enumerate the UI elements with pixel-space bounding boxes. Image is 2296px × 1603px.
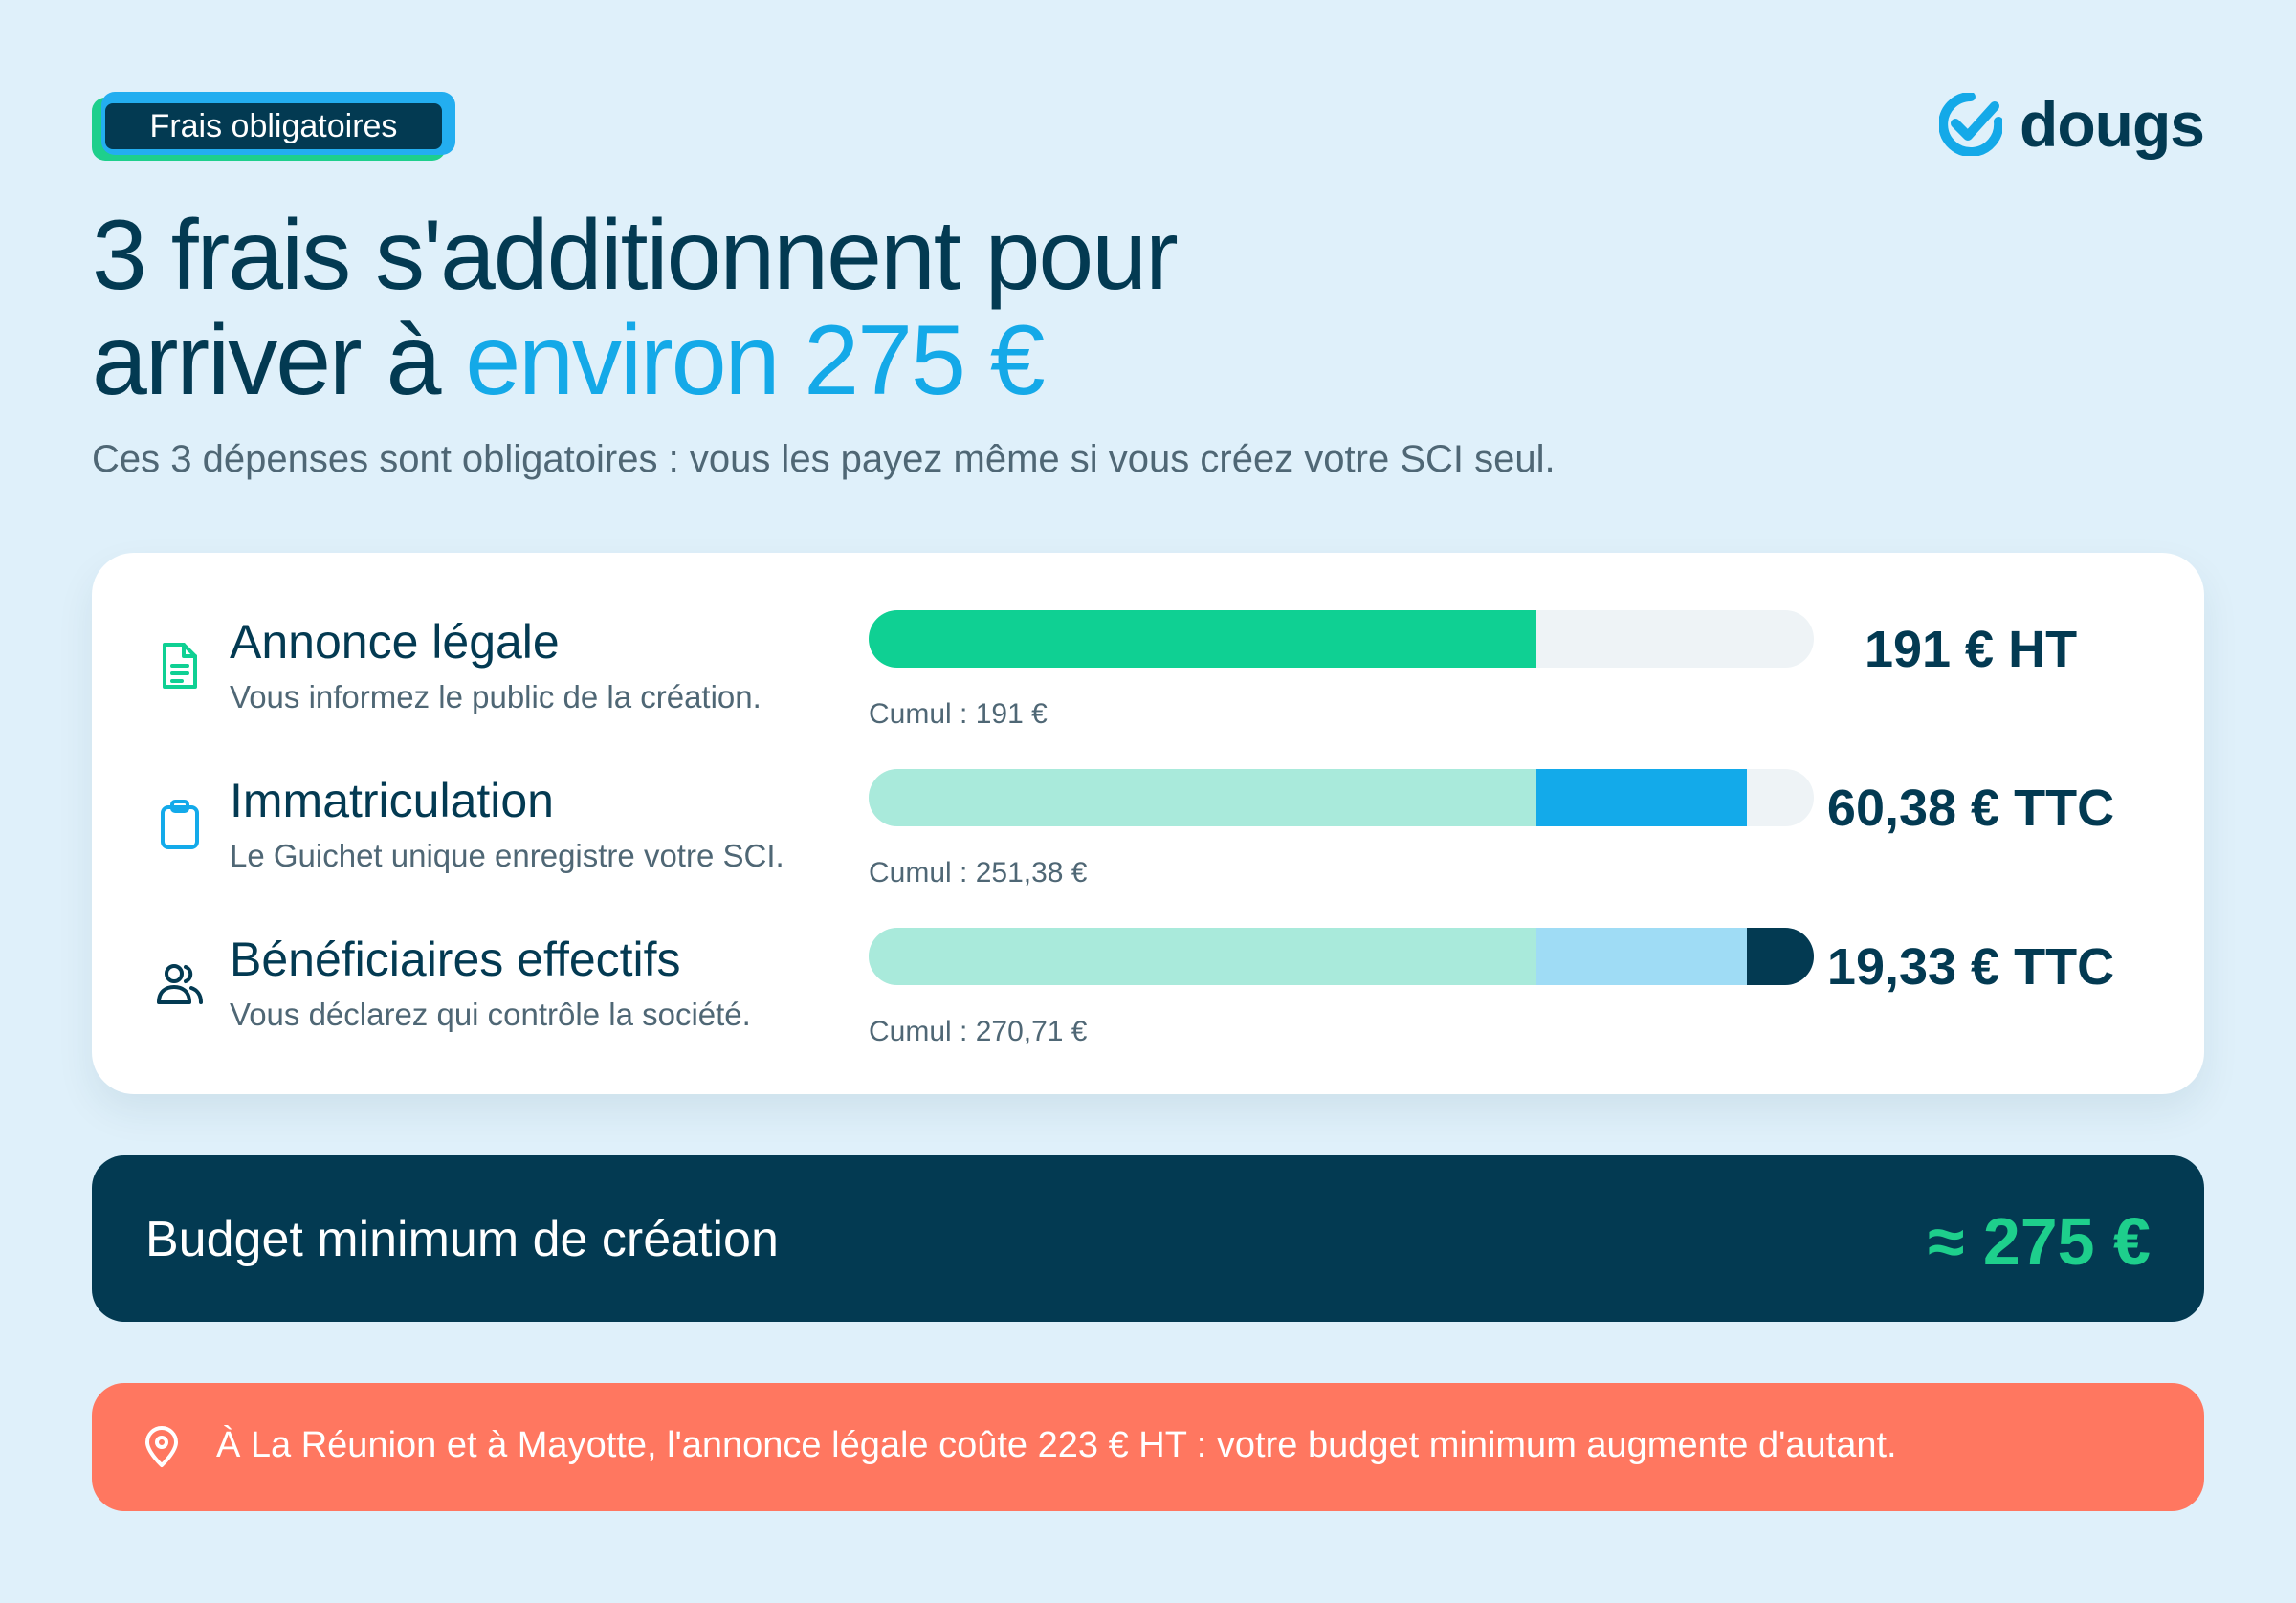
- fee-row-immatriculation: Immatriculation Le Guichet unique enregi…: [92, 769, 2204, 922]
- document-icon: [163, 643, 197, 689]
- fee-description: Vous informez le public de la création.: [230, 679, 762, 714]
- section-tag-label: Frais obligatoires: [105, 103, 442, 149]
- title-line-1: 3 frais s'additionnent pour: [92, 200, 1179, 311]
- fee-cumul: Cumul : 251,38 €: [869, 857, 1088, 889]
- clipboard-icon: [161, 800, 199, 849]
- notice-text: À La Réunion et à Mayotte, l'annonce lég…: [216, 1425, 1897, 1465]
- fee-description: Le Guichet unique enregistre votre SCI.: [230, 838, 784, 873]
- fee-progress-bar: [869, 769, 1814, 826]
- brand-logo: dougs: [1939, 88, 2205, 161]
- page-subtitle: Ces 3 dépenses sont obligatoires : vous …: [92, 438, 1556, 480]
- title-line-2-start: arriver à: [92, 305, 466, 416]
- brand-name: dougs: [2020, 89, 2205, 160]
- bar-segment-annonce: [869, 769, 1536, 826]
- fee-row-annonce: Annonce légale Vous informez le public d…: [92, 610, 2204, 763]
- check-badge-icon: [1939, 93, 2003, 156]
- location-pin-icon: [145, 1426, 178, 1467]
- bar-segment-annonce: [869, 610, 1536, 668]
- fee-cumul: Cumul : 270,71 €: [869, 1016, 1088, 1047]
- page-title: 3 frais s'additionnent pour arriver à en…: [92, 200, 1179, 416]
- fee-amount: 19,33 € TTC: [1826, 938, 2115, 996]
- fee-progress-bar: [869, 928, 1814, 985]
- fee-title: Bénéficiaires effectifs: [230, 933, 681, 986]
- bar-segment-immatriculation: [1536, 769, 1747, 826]
- bar-segment-beneficiaires: [1747, 928, 1814, 985]
- fee-amount: 60,38 € TTC: [1826, 780, 2115, 837]
- fees-card: Annonce légale Vous informez le public d…: [92, 553, 2204, 1094]
- regional-notice: À La Réunion et à Mayotte, l'annonce lég…: [92, 1383, 2204, 1511]
- users-icon: [157, 964, 203, 1004]
- fee-description: Vous déclarez qui contrôle la société.: [230, 997, 751, 1032]
- title-line-2-accent: environ 275 €: [465, 305, 1045, 416]
- fee-amount: 191 € HT: [1864, 621, 2078, 678]
- fee-title: Annonce légale: [230, 615, 560, 669]
- fee-row-beneficiaires: Bénéficiaires effectifs Vous déclarez qu…: [92, 928, 2204, 1081]
- fee-progress-bar: [869, 610, 1814, 668]
- bar-segment-annonce: [869, 928, 1536, 985]
- fee-title: Immatriculation: [230, 774, 554, 827]
- section-tag: Frais obligatoires: [92, 92, 455, 161]
- fee-cumul: Cumul : 191 €: [869, 698, 1048, 730]
- bar-segment-immatriculation: [1536, 928, 1747, 985]
- budget-label: Budget minimum de création: [145, 1212, 779, 1267]
- budget-value: ≈ 275 €: [1927, 1204, 2151, 1279]
- budget-banner: Budget minimum de création ≈ 275 €: [92, 1155, 2204, 1322]
